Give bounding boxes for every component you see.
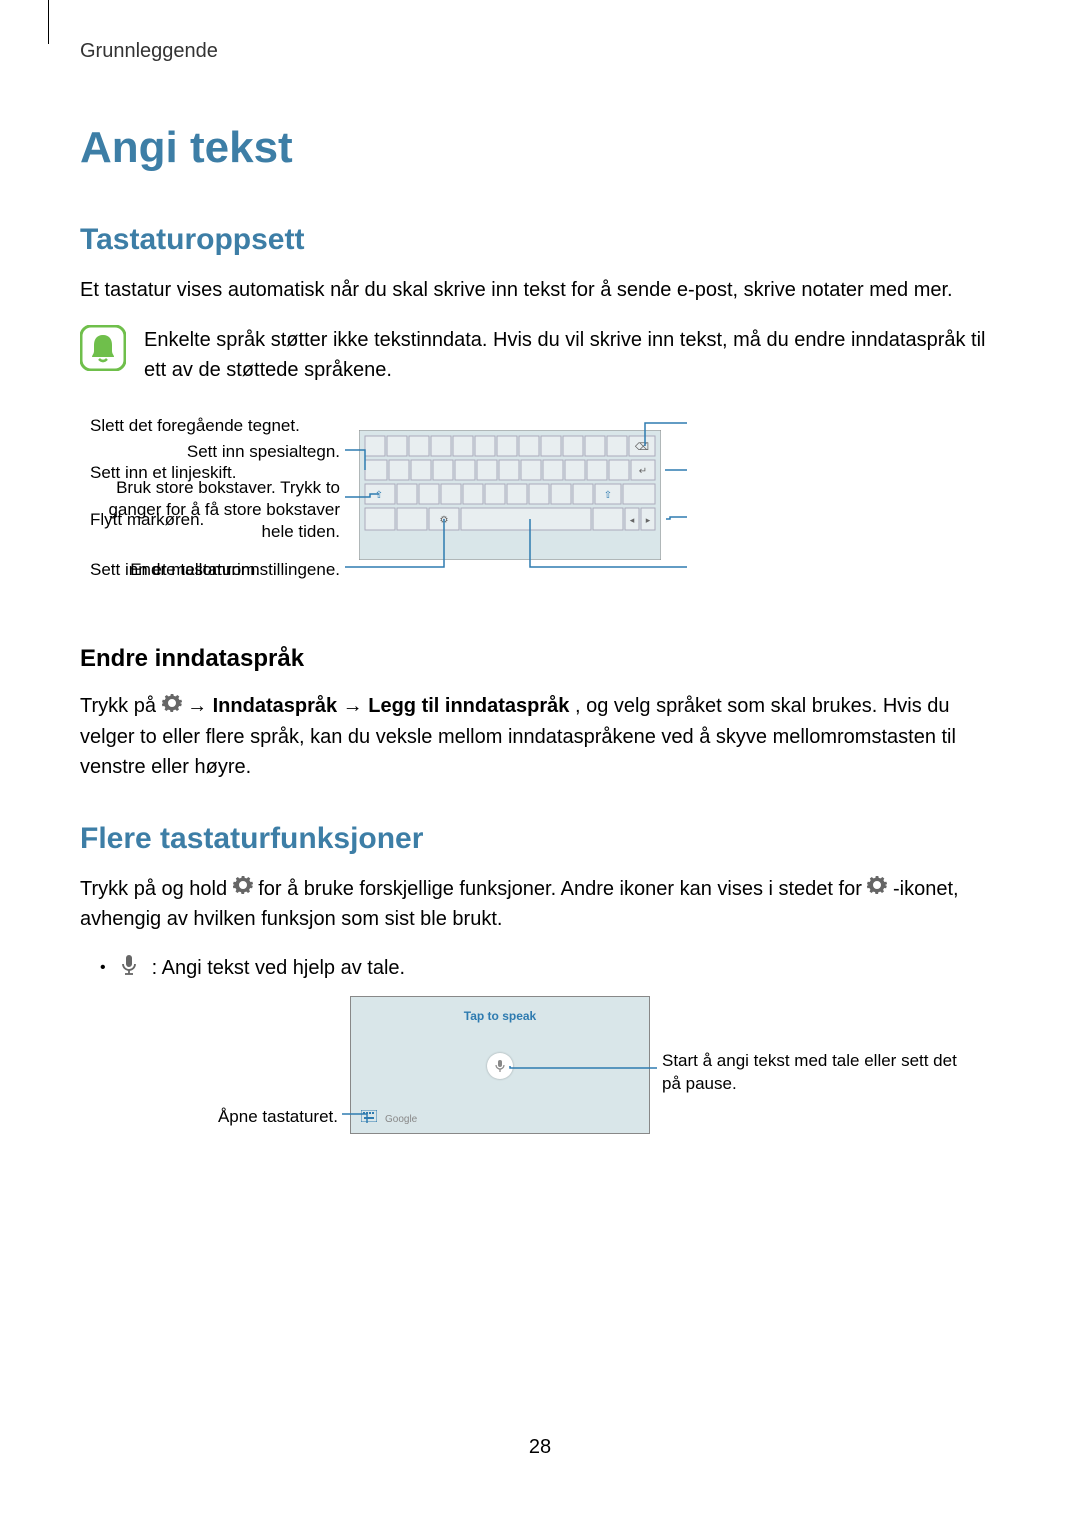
svg-text:⇧: ⇧ <box>604 490 612 501</box>
voice-google-label: Google <box>385 1114 417 1125</box>
voice-figure: Tap to speak Google Åpne tastaturet. Sta… <box>90 996 990 1156</box>
gear-icon <box>233 874 253 904</box>
text-fragment: Trykk på og hold <box>80 878 233 900</box>
voice-bottom-row: Google <box>361 1110 417 1125</box>
gear-icon <box>162 692 182 722</box>
section-heading-flere: Flere tastaturfunksjoner <box>80 822 1000 856</box>
text-fragment: for å bruke forskjellige funksjoner. And… <box>258 878 867 900</box>
callout-special: Sett inn spesialtegn. <box>90 441 340 463</box>
bell-icon <box>80 325 126 371</box>
callout-delete: Slett det foregående tegnet. <box>90 415 380 437</box>
section-heading-tastaturoppsett: Tastaturoppsett <box>80 223 1000 257</box>
svg-text:◂: ◂ <box>630 515 635 525</box>
svg-text:⌫: ⌫ <box>635 442 649 453</box>
callout-start-voice: Start å angi tekst med tale eller sett d… <box>662 1050 962 1094</box>
text-fragment: Trykk på <box>80 695 162 717</box>
svg-text:↵: ↵ <box>639 466 647 477</box>
breadcrumb: Grunnleggende <box>80 40 1000 63</box>
bullet-voice: • : Angi tekst ved hjelp av tale. <box>100 954 1000 982</box>
page-number: 28 <box>80 1436 1000 1459</box>
voice-mic-button <box>487 1053 513 1079</box>
callout-newline: Sett inn et linjeskift. <box>90 462 380 484</box>
text-fragment: → <box>187 695 213 717</box>
mic-icon <box>120 954 138 982</box>
language-text: Trykk på → Inndataspråk → Legg til innda… <box>80 691 1000 782</box>
side-line <box>48 0 49 44</box>
note-text: Enkelte språk støtter ikke tekstinndata.… <box>144 325 1000 385</box>
svg-text:⚙: ⚙ <box>440 515 449 526</box>
voice-tap-label: Tap to speak <box>351 1009 649 1023</box>
voice-box: Tap to speak Google <box>350 996 650 1134</box>
svg-text:⇧: ⇧ <box>375 490 383 501</box>
bullet-dot: • <box>100 959 106 977</box>
callout-space: Sett inn et mellomrom. <box>90 559 380 581</box>
subsection-heading-inndatasprak: Endre inndataspråk <box>80 645 1000 673</box>
page-title: Angi tekst <box>80 123 1000 173</box>
intro-text: Et tastatur vises automatisk når du skal… <box>80 275 1000 305</box>
keyboard-small-icon <box>361 1110 377 1125</box>
note-block: Enkelte språk støtter ikke tekstinndata.… <box>80 325 1000 385</box>
bullet-voice-text: : Angi tekst ved hjelp av tale. <box>152 957 406 980</box>
text-bold-2: Legg til inndataspråk <box>368 695 569 717</box>
keyboard-illustration: ⌫ ↵ ⇧ ⇧ ⚙ ◂ ▸ <box>359 430 661 560</box>
more-text: Trykk på og hold for å bruke forskjellig… <box>80 874 1000 935</box>
callout-open-keyboard: Åpne tastaturet. <box>90 1106 338 1128</box>
text-fragment: → <box>343 695 369 717</box>
text-bold-1: Inndataspråk <box>213 695 337 717</box>
callout-cursor: Flytt markøren. <box>90 509 380 531</box>
svg-text:▸: ▸ <box>646 515 651 525</box>
keyboard-figure: ⌫ ↵ ⇧ ⇧ ⚙ ◂ ▸ Sett inn spesialtegn. Bruk… <box>90 415 990 615</box>
gear-icon <box>867 874 887 904</box>
